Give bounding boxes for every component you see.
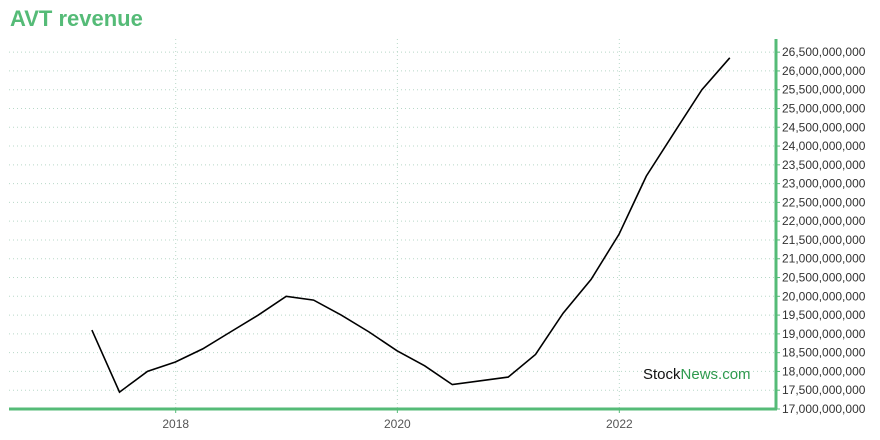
watermark-news: News.com: [681, 366, 751, 383]
y-tick-label: 24,000,000,000: [782, 139, 866, 153]
watermark: StockNews.com: [643, 366, 751, 383]
y-tick-label: 22,000,000,000: [782, 214, 866, 228]
y-tick-label: 25,500,000,000: [782, 83, 866, 97]
y-tick-label: 20,000,000,000: [782, 289, 866, 303]
y-tick-label: 22,500,000,000: [782, 195, 866, 209]
y-tick-label: 26,500,000,000: [782, 45, 866, 59]
x-tick-label: 2022: [606, 417, 633, 431]
y-tick-label: 18,000,000,000: [782, 364, 866, 378]
y-tick-label: 21,000,000,000: [782, 252, 866, 266]
watermark-stock: Stock: [643, 366, 681, 383]
x-tick-label: 2018: [162, 417, 189, 431]
revenue-series-line: [91, 57, 731, 394]
horizontal-gridlines: [9, 51, 776, 391]
y-tick-label: 17,000,000,000: [782, 402, 866, 416]
y-tick-label: 21,500,000,000: [782, 233, 866, 247]
x-axis-ticks: 2018 2020 2022: [162, 409, 633, 431]
y-tick-label: 20,500,000,000: [782, 271, 866, 285]
y-tick-label: 19,500,000,000: [782, 308, 866, 322]
y-tick-label: 19,000,000,000: [782, 327, 866, 341]
chart-title: AVT revenue: [10, 6, 143, 31]
y-tick-label: 23,000,000,000: [782, 177, 866, 191]
y-tick-label: 25,000,000,000: [782, 101, 866, 115]
y-tick-label: 24,500,000,000: [782, 120, 866, 134]
vertical-gridlines: [175, 39, 620, 409]
y-tick-label: 23,500,000,000: [782, 158, 866, 172]
y-tick-label: 18,500,000,000: [782, 346, 866, 360]
y-tick-label: 17,500,000,000: [782, 383, 866, 397]
x-tick-label: 2020: [384, 417, 411, 431]
y-tick-label: 26,000,000,000: [782, 64, 866, 78]
y-axis-ticks: 17,000,000,000 17,500,000,000 18,000,000,0…: [776, 45, 866, 416]
